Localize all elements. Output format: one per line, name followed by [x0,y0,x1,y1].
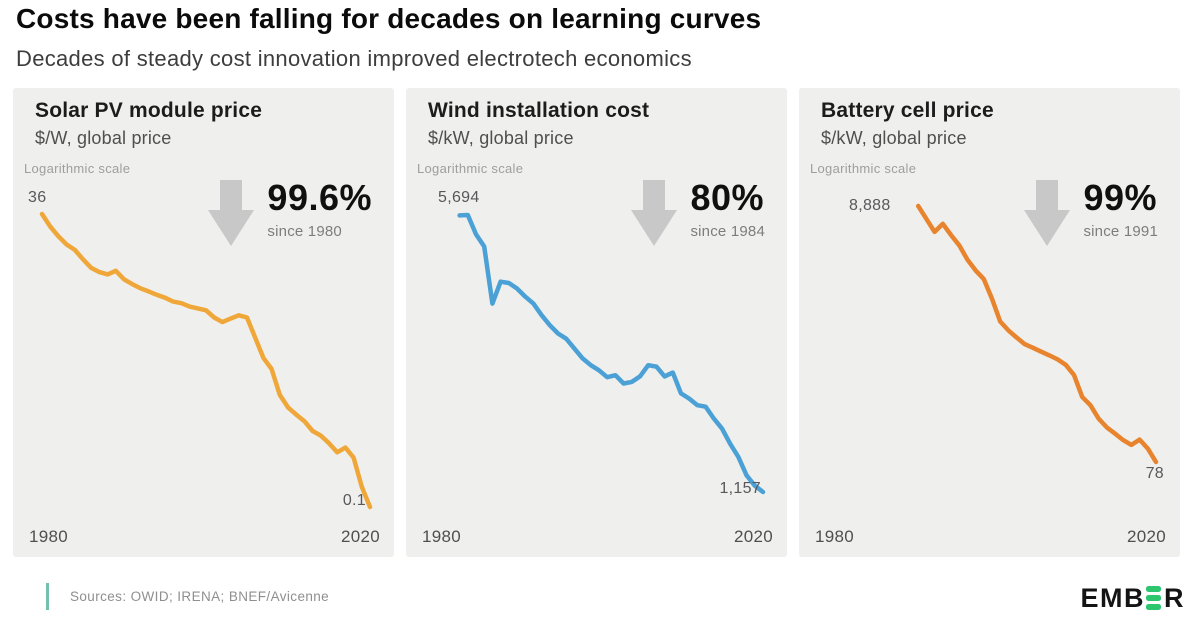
ember-logo: EMB R [1080,582,1186,613]
page-title: Costs have been falling for decades on l… [16,3,762,34]
x-axis-start-label: 1980 [422,527,462,546]
down-arrow-icon [1024,180,1071,246]
panel-title: Solar PV module price [35,99,263,122]
decline-stat: 99.6% since 1980 [208,180,372,246]
chart-panels: Solar PV module price $/W, global price … [13,88,1180,557]
source-accent-bar [46,583,49,610]
down-arrow-icon [631,180,678,246]
decline-since: since 1991 [1083,223,1158,240]
battery-price-line [915,203,1159,465]
down-arrow-icon [208,180,255,246]
start-value-label: 5,694 [438,189,480,206]
start-value-label: 8,888 [849,197,891,214]
panel-solar-pv: Solar PV module price $/W, global price … [13,88,394,557]
decline-since: since 1980 [267,223,342,240]
end-value-label: 1,157 [719,480,761,497]
solar-price-line-chart [39,211,373,510]
decline-percent: 80% [690,177,764,218]
x-axis-start-label: 1980 [29,527,69,546]
battery-price-line-chart [915,203,1159,465]
page-subtitle: Decades of steady cost innovation improv… [16,46,692,71]
panel-battery: Battery cell price $/kW, global price Lo… [799,88,1180,557]
x-axis-end-label: 2020 [1126,527,1166,546]
panel-title: Battery cell price [821,99,994,122]
end-value-label: 78 [1145,465,1164,482]
panel-wind: Wind installation cost $/kW, global pric… [406,88,787,557]
decline-since: since 1984 [690,223,765,240]
ember-logo-prefix: EMB [1080,582,1145,613]
log-scale-note: Logarithmic scale [417,161,524,176]
log-scale-note: Logarithmic scale [810,161,917,176]
decline-stat: 99% since 1991 [1024,180,1158,246]
wind-cost-line-chart [457,212,766,495]
decline-percent: 99.6% [267,177,372,218]
panel-unit: $/W, global price [35,128,172,148]
ember-logo-e-bars-icon [1146,586,1161,610]
x-axis-start-label: 1980 [815,527,855,546]
log-scale-note: Logarithmic scale [24,161,131,176]
x-axis-end-label: 2020 [340,527,380,546]
decline-stat: 80% since 1984 [631,180,765,246]
panel-unit: $/kW, global price [428,128,574,148]
sources-text: Sources: OWID; IRENA; BNEF/Avicenne [70,589,330,604]
end-value-label: 0.1 [342,492,366,509]
panel-title: Wind installation cost [428,99,650,122]
solar-price-line [39,211,373,510]
header: Costs have been falling for decades on l… [16,3,761,72]
start-value-label: 36 [28,189,47,206]
ember-logo-suffix: R [1164,582,1185,613]
decline-percent: 99% [1083,177,1157,218]
panel-unit: $/kW, global price [821,128,967,148]
x-axis-end-label: 2020 [733,527,773,546]
wind-cost-line [457,212,766,495]
